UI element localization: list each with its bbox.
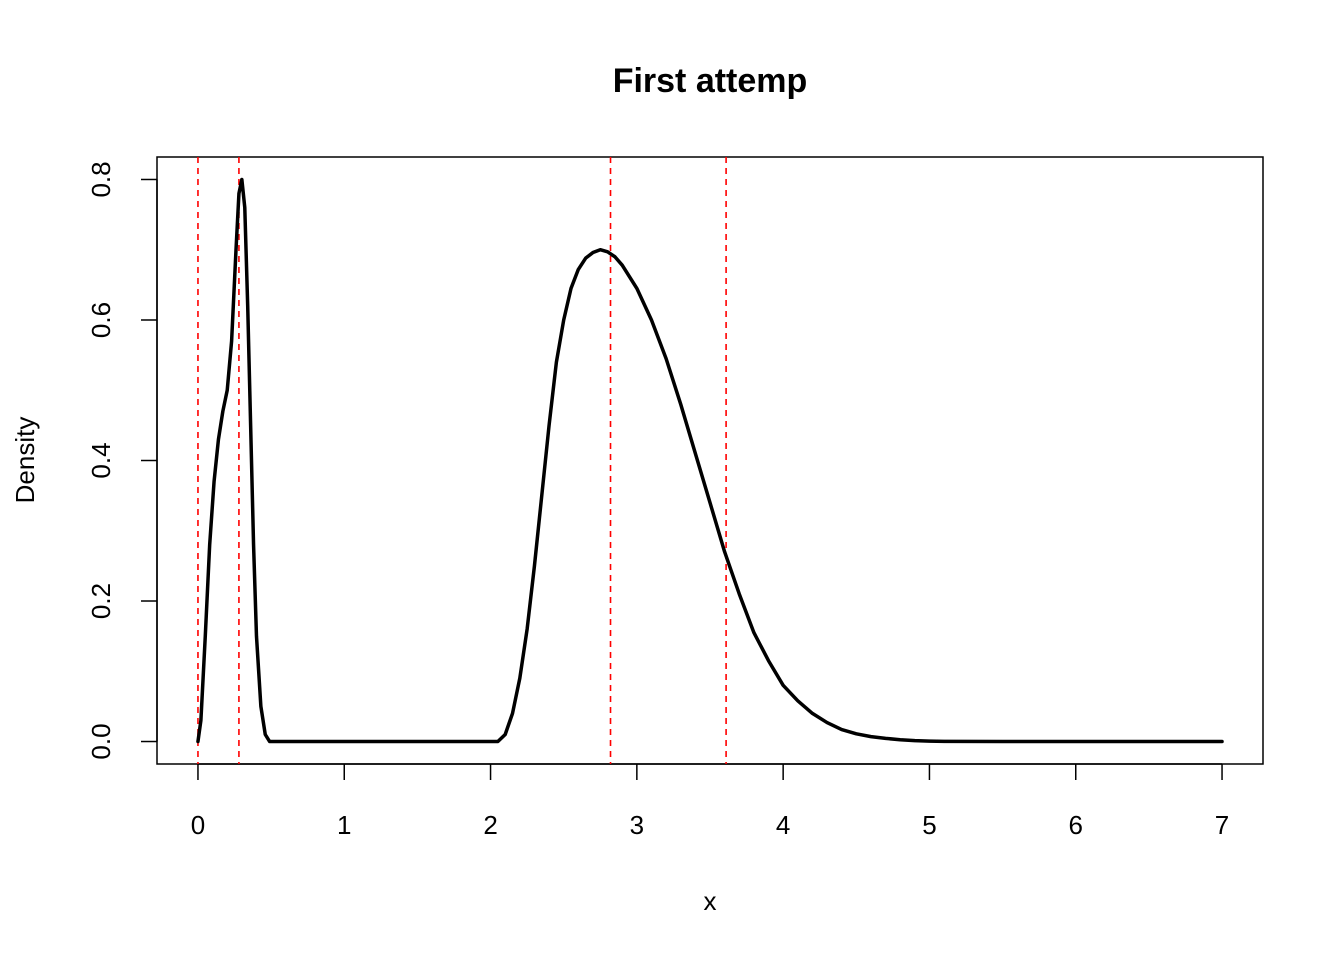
y-tick-label: 0.2 (86, 583, 116, 619)
x-tick-label: 7 (1215, 810, 1229, 840)
y-tick-label: 0.0 (86, 723, 116, 759)
x-tick-label: 1 (337, 810, 351, 840)
x-tick-label: 2 (483, 810, 497, 840)
y-tick-label: 0.6 (86, 302, 116, 338)
x-tick-label: 6 (1069, 810, 1083, 840)
x-tick-label: 5 (922, 810, 936, 840)
y-axis: 0.0 0.2 0.4 0.6 0.8 (86, 161, 158, 760)
x-axis-title: x (704, 886, 717, 916)
x-tick-label: 0 (191, 810, 205, 840)
x-tick-label: 3 (630, 810, 644, 840)
chart-title: First attemp (613, 62, 808, 100)
y-tick-label: 0.8 (86, 161, 116, 197)
y-axis-title: Density (10, 417, 40, 504)
plot-frame (156, 156, 1264, 765)
x-axis: 0 1 2 3 4 5 6 7 (191, 763, 1229, 840)
x-tick-label: 4 (776, 810, 790, 840)
reference-lines (197, 157, 727, 764)
density-line (196, 177, 1224, 744)
series-group (196, 177, 1224, 744)
y-tick-label: 0.4 (86, 442, 116, 478)
